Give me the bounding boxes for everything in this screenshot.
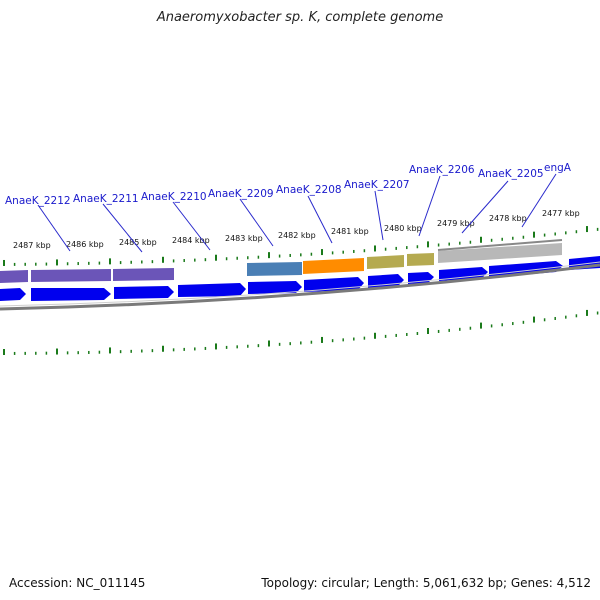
cds-arrow[interactable]: [304, 277, 364, 292]
kbp-label-2486: 2486 kbp: [66, 240, 104, 249]
kbp-label-2487: 2487 kbp: [13, 241, 51, 250]
gene-label-anaek-2209[interactable]: AnaeK_2209: [208, 188, 274, 200]
cds-arrow[interactable]: [489, 261, 563, 278]
feature-block-shadow: [437, 239, 563, 251]
feature-block-gray[interactable]: [438, 243, 562, 263]
kbp-label-2484: 2484 kbp: [172, 236, 210, 245]
callout-line: [307, 195, 333, 244]
kbp-label-2478: 2478 kbp: [489, 214, 527, 223]
callout-line: [239, 198, 274, 247]
upper-scale-ticks: [3, 226, 599, 266]
gene-label-anaek-2210[interactable]: AnaeK_2210: [141, 191, 207, 203]
kbp-label-2483: 2483 kbp: [225, 234, 263, 243]
kbp-label-2480: 2480 kbp: [384, 224, 422, 233]
cds-arrow[interactable]: [0, 288, 26, 301]
feature-block-purple[interactable]: [0, 270, 28, 283]
feature-track: [0, 239, 563, 283]
gene-label-anaek-2208[interactable]: AnaeK_2208: [276, 184, 342, 196]
feature-block-purple[interactable]: [113, 268, 174, 281]
kbp-label-2482: 2482 kbp: [278, 231, 316, 240]
gene-label-anaek-2211[interactable]: AnaeK_2211: [73, 193, 139, 205]
map-title: Anaeromyxobacter sp. K, complete genome: [156, 10, 444, 25]
callout-line: [172, 201, 211, 251]
feature-block-steelblue[interactable]: [247, 262, 302, 276]
kbp-label-2479: 2479 kbp: [437, 219, 475, 228]
cds-arrow[interactable]: [114, 286, 174, 299]
callout-line: [418, 175, 441, 237]
lower-scale-ticks: [3, 309, 599, 355]
feature-block-olive[interactable]: [407, 253, 434, 266]
kbp-label-2485: 2485 kbp: [119, 238, 157, 247]
gene-label-anaek-2207[interactable]: AnaeK_2207: [344, 179, 410, 191]
gene-label-anaek-2205[interactable]: AnaeK_2205: [478, 168, 544, 180]
callout-line: [374, 190, 384, 241]
cds-arrow[interactable]: [31, 288, 111, 301]
callout-line: [521, 173, 557, 228]
genome-summary-text: Topology: circular; Length: 5,061,632 bp…: [261, 576, 591, 590]
callout-line: [102, 203, 143, 253]
feature-block-orange[interactable]: [303, 258, 364, 274]
kbp-label-2477: 2477 kbp: [542, 209, 580, 218]
gene-callouts: AnaeK_2212 AnaeK_2211 AnaeK_2210 AnaeK_2…: [5, 162, 572, 253]
gene-label-enga[interactable]: engA: [544, 162, 572, 174]
gene-label-anaek-2212[interactable]: AnaeK_2212: [5, 195, 71, 207]
callout-line: [37, 204, 71, 252]
feature-block-purple[interactable]: [31, 269, 111, 282]
kbp-scale-labels: 2487 kbp 2486 kbp 2485 kbp 2484 kbp 2483…: [13, 209, 580, 250]
kbp-label-2481: 2481 kbp: [331, 227, 369, 236]
cds-arrow[interactable]: [368, 274, 404, 288]
cds-arrow[interactable]: [248, 281, 302, 294]
gene-label-anaek-2206[interactable]: AnaeK_2206: [409, 164, 475, 176]
cds-arrow[interactable]: [439, 267, 488, 281]
cds-arrow[interactable]: [178, 283, 246, 297]
genome-backbone-highlight: [0, 261, 600, 307]
genome-backbone: [0, 263, 600, 311]
accession-text: Accession: NC_011145: [9, 576, 146, 590]
callout-line: [461, 180, 509, 234]
feature-block-olive[interactable]: [367, 255, 404, 269]
